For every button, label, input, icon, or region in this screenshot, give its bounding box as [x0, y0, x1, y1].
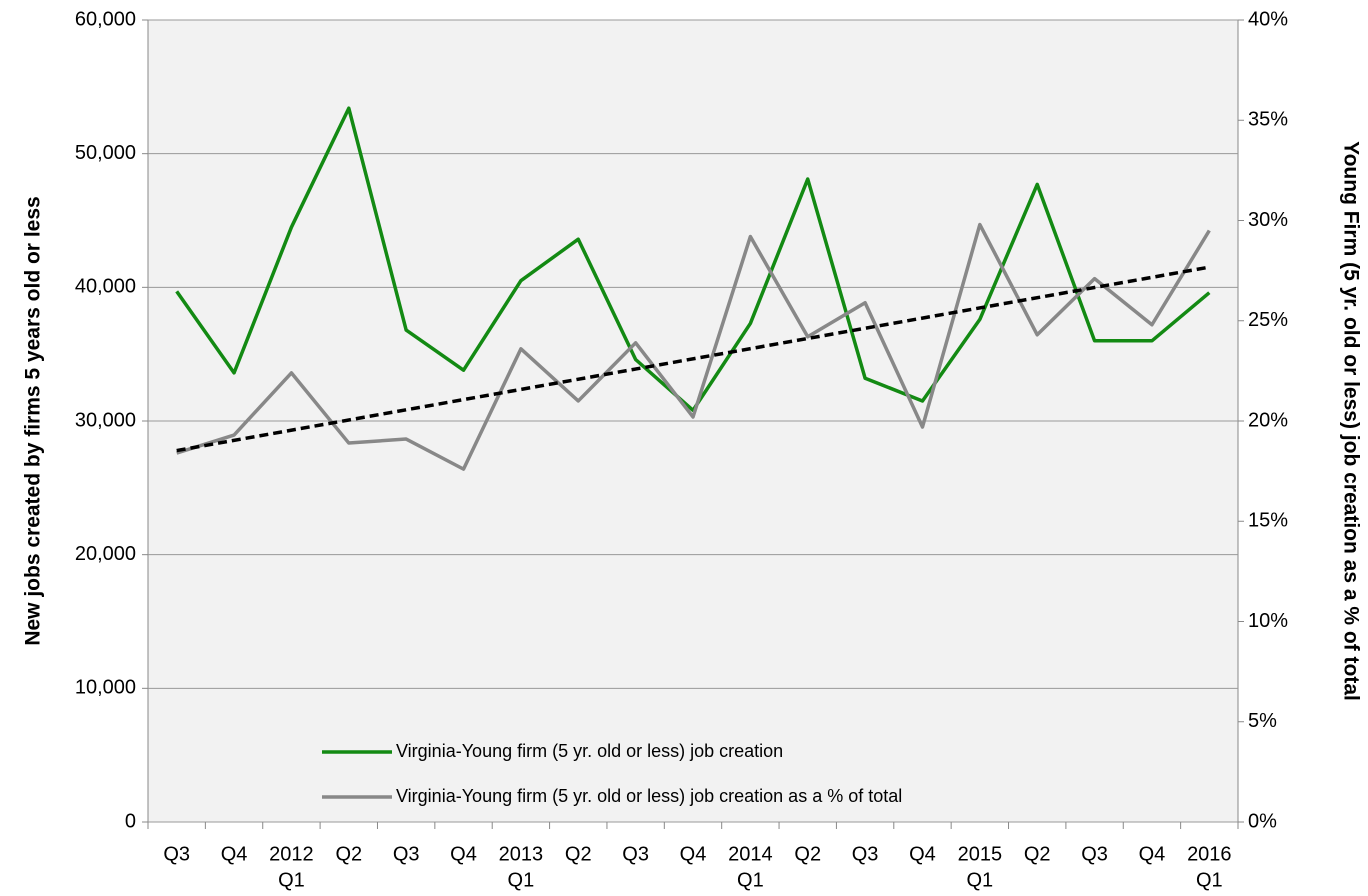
y-tick-label: 40,000 [75, 276, 136, 298]
y-tick-label: 50,000 [75, 142, 136, 164]
y2-tick-label: 0% [1248, 810, 1277, 832]
x-tick-label: 2016 [1187, 843, 1232, 865]
x-tick-label: Q4 [450, 843, 477, 865]
y2-tick-label: 20% [1248, 409, 1288, 431]
series-line [175, 106, 1211, 413]
x-tick-label: Q4 [909, 843, 936, 865]
y-tick-label: 10,000 [75, 677, 136, 699]
x-tick-label: 2013 [499, 843, 544, 865]
y-axis-title: New jobs created by firms 5 years old or… [22, 196, 45, 645]
x-tick-label: Q1 [1196, 869, 1223, 891]
x-tick-label: Q2 [794, 843, 821, 865]
y-tick-label: 30,000 [75, 409, 136, 431]
x-tick-label: 2015 [958, 843, 1003, 865]
y2-tick-label: 10% [1248, 610, 1288, 632]
y2-tick-label: 25% [1248, 309, 1288, 331]
x-tick-label: Q3 [622, 843, 649, 865]
legend-label: Virginia-Young firm (5 yr. old or less) … [396, 741, 783, 761]
x-tick-label: 2014 [728, 843, 773, 865]
x-tick-label: Q3 [163, 843, 190, 865]
x-tick-label: Q1 [278, 869, 305, 891]
x-tick-label: Q4 [221, 843, 248, 865]
trendline [176, 265, 1210, 453]
y2-tick-label: 15% [1248, 510, 1288, 532]
y-tick-label: 20,000 [75, 543, 136, 565]
x-tick-label: 2012 [269, 843, 314, 865]
y2-axis-title: Young Firm (5 yr. old or less) job creat… [1339, 141, 1362, 701]
series-line [176, 222, 1211, 471]
x-tick-label: Q2 [335, 843, 362, 865]
x-tick-label: Q3 [852, 843, 879, 865]
x-tick-label: Q4 [1139, 843, 1166, 865]
y-tick-label: 0 [125, 810, 136, 832]
x-tick-label: Q2 [565, 843, 592, 865]
x-tick-label: Q1 [737, 869, 764, 891]
x-tick-label: Q2 [1024, 843, 1051, 865]
y-tick-label: 60,000 [75, 8, 136, 30]
legend-label: Virginia-Young firm (5 yr. old or less) … [396, 786, 902, 806]
x-tick-label: Q4 [680, 843, 707, 865]
x-tick-label: Q1 [508, 869, 535, 891]
x-tick-label: Q3 [1081, 843, 1108, 865]
x-tick-label: Q3 [393, 843, 420, 865]
y2-tick-label: 35% [1248, 109, 1288, 131]
x-tick-label: Q1 [966, 869, 993, 891]
y2-tick-label: 40% [1248, 8, 1288, 30]
y2-tick-label: 5% [1248, 710, 1277, 732]
y2-tick-label: 30% [1248, 209, 1288, 231]
